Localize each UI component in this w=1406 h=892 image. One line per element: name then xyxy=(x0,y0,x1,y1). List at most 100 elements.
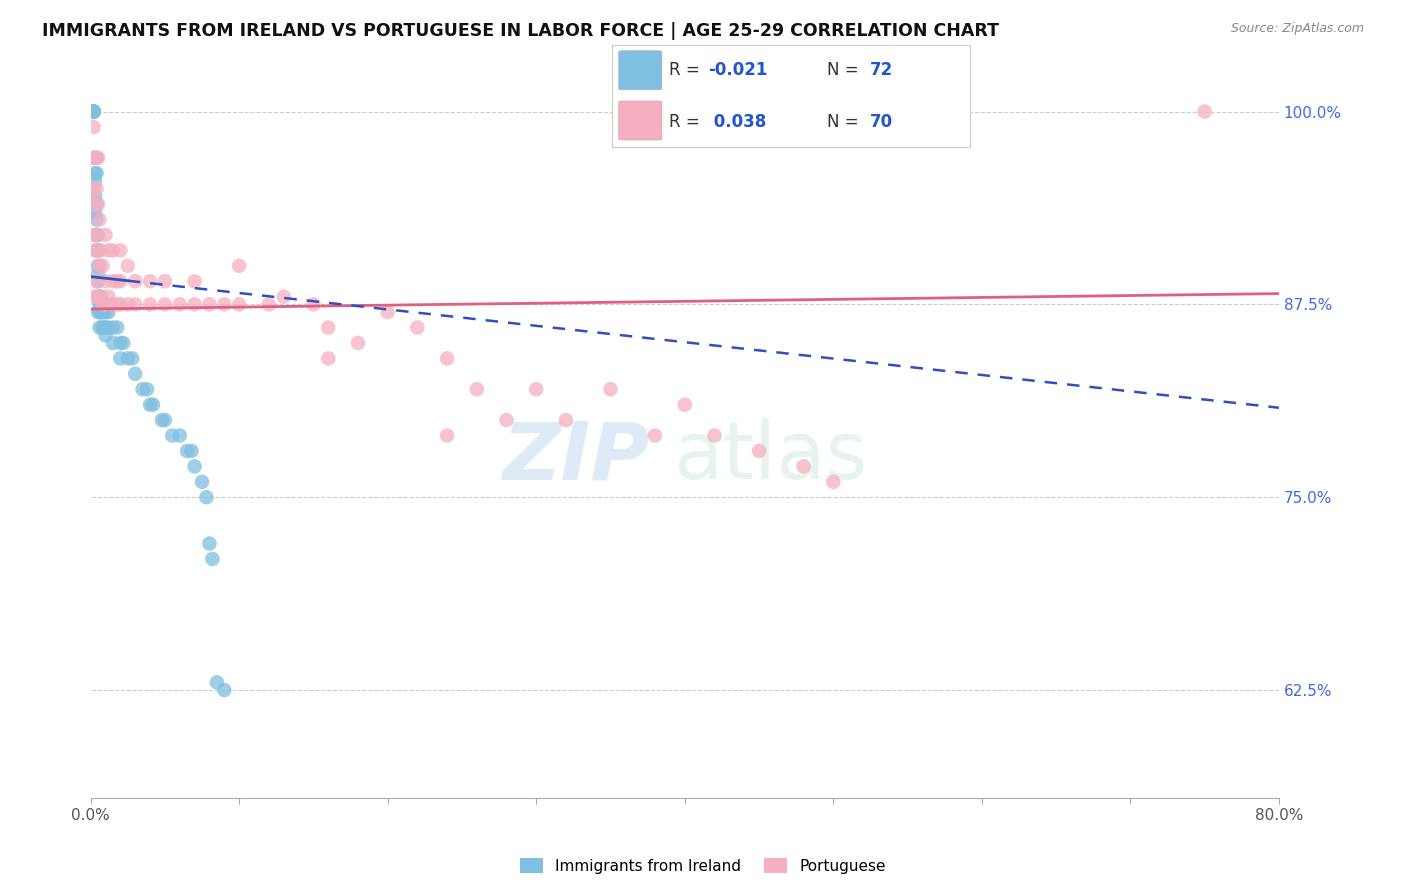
Point xyxy=(94,227,117,242)
Point xyxy=(94,320,117,334)
Point xyxy=(124,367,146,381)
Point xyxy=(83,104,105,119)
Text: ZIP: ZIP xyxy=(502,418,650,496)
Point xyxy=(793,459,815,474)
Point xyxy=(110,297,132,311)
Point xyxy=(406,320,429,334)
Point xyxy=(105,274,128,288)
Point xyxy=(83,104,105,119)
Point xyxy=(87,227,110,242)
Point xyxy=(377,305,399,319)
Point xyxy=(136,382,159,396)
Point xyxy=(83,104,105,119)
Point xyxy=(436,351,458,366)
Point xyxy=(90,305,112,319)
Point xyxy=(87,290,110,304)
Point xyxy=(94,305,117,319)
FancyBboxPatch shape xyxy=(619,51,662,90)
Point xyxy=(89,297,111,311)
Point xyxy=(673,398,696,412)
Point xyxy=(93,320,115,334)
Point xyxy=(110,335,132,350)
Point xyxy=(97,320,120,334)
Point xyxy=(555,413,578,427)
Point xyxy=(117,351,139,366)
Text: atlas: atlas xyxy=(673,418,868,496)
Point xyxy=(89,259,111,273)
Point xyxy=(84,189,107,203)
Point xyxy=(83,120,105,134)
Point xyxy=(83,227,105,242)
Point xyxy=(139,297,162,311)
Point xyxy=(87,197,110,211)
Text: 0.038: 0.038 xyxy=(709,112,766,130)
Point xyxy=(87,290,110,304)
Point xyxy=(94,297,117,311)
Point xyxy=(302,297,325,311)
Point xyxy=(86,227,108,242)
Point xyxy=(316,351,339,366)
Point xyxy=(201,552,224,566)
Point xyxy=(117,297,139,311)
Point xyxy=(153,274,176,288)
Point xyxy=(86,227,108,242)
Point xyxy=(150,413,173,427)
Legend: Immigrants from Ireland, Portuguese: Immigrants from Ireland, Portuguese xyxy=(515,852,891,880)
Point xyxy=(84,174,107,188)
Point xyxy=(105,297,128,311)
Point xyxy=(91,320,114,334)
Point xyxy=(86,244,108,258)
Point xyxy=(87,274,110,288)
Text: R =: R = xyxy=(669,112,704,130)
Point xyxy=(110,351,132,366)
Point xyxy=(86,166,108,180)
Point xyxy=(183,274,205,288)
Point xyxy=(90,290,112,304)
Point xyxy=(823,475,845,489)
Point xyxy=(91,297,114,311)
Point xyxy=(495,413,517,427)
Point xyxy=(84,151,107,165)
Point xyxy=(84,197,107,211)
Point xyxy=(228,259,250,273)
Point xyxy=(180,444,202,458)
Point xyxy=(347,335,370,350)
Point xyxy=(195,490,218,504)
Text: -0.021: -0.021 xyxy=(709,62,768,79)
Point xyxy=(139,274,162,288)
Point xyxy=(117,259,139,273)
Point xyxy=(89,320,111,334)
Text: Source: ZipAtlas.com: Source: ZipAtlas.com xyxy=(1230,22,1364,36)
Point xyxy=(87,244,110,258)
Point xyxy=(176,444,198,458)
Text: IMMIGRANTS FROM IRELAND VS PORTUGUESE IN LABOR FORCE | AGE 25-29 CORRELATION CHA: IMMIGRANTS FROM IRELAND VS PORTUGUESE IN… xyxy=(42,22,1000,40)
Point xyxy=(124,274,146,288)
Point xyxy=(644,428,666,442)
Point xyxy=(465,382,488,396)
Point xyxy=(87,259,110,273)
Point xyxy=(83,104,105,119)
Point xyxy=(183,459,205,474)
Point xyxy=(87,244,110,258)
Point xyxy=(436,428,458,442)
Point xyxy=(101,320,124,334)
Point xyxy=(198,536,221,550)
Point xyxy=(1194,104,1216,119)
Point xyxy=(87,267,110,281)
Point xyxy=(153,413,176,427)
Point xyxy=(83,151,105,165)
Point xyxy=(257,297,280,311)
Point xyxy=(97,290,120,304)
Point xyxy=(599,382,621,396)
Point xyxy=(162,428,184,442)
Text: N =: N = xyxy=(827,112,863,130)
Point xyxy=(142,398,165,412)
Point xyxy=(131,382,153,396)
Point xyxy=(89,305,111,319)
Point xyxy=(91,259,114,273)
Point xyxy=(84,151,107,165)
Point xyxy=(87,151,110,165)
Point xyxy=(703,428,725,442)
Point xyxy=(91,297,114,311)
Point xyxy=(121,351,143,366)
